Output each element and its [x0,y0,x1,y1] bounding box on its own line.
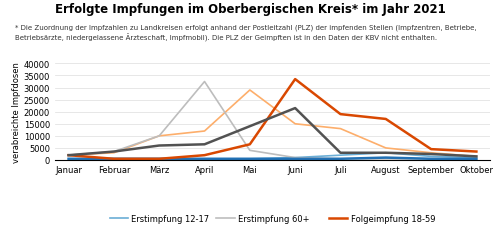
Text: * Die Zuordnung der Impfzahlen zu Landkreisen erfolgt anhand der Postleitzahl (P: * Die Zuordnung der Impfzahlen zu Landkr… [15,24,476,41]
Text: Erfolgte Impfungen im Oberbergischen Kreis* im Jahr 2021: Erfolgte Impfungen im Oberbergischen Kre… [54,3,446,16]
Y-axis label: verabreichte Impfdosen: verabreichte Impfdosen [12,62,21,162]
Legend: Erstimpfung 12-17, Erstimpfung 18-59, Erstimpfung 60+, Folgeimpfung 12-17, Folge: Erstimpfung 12-17, Erstimpfung 18-59, Er… [110,215,435,229]
